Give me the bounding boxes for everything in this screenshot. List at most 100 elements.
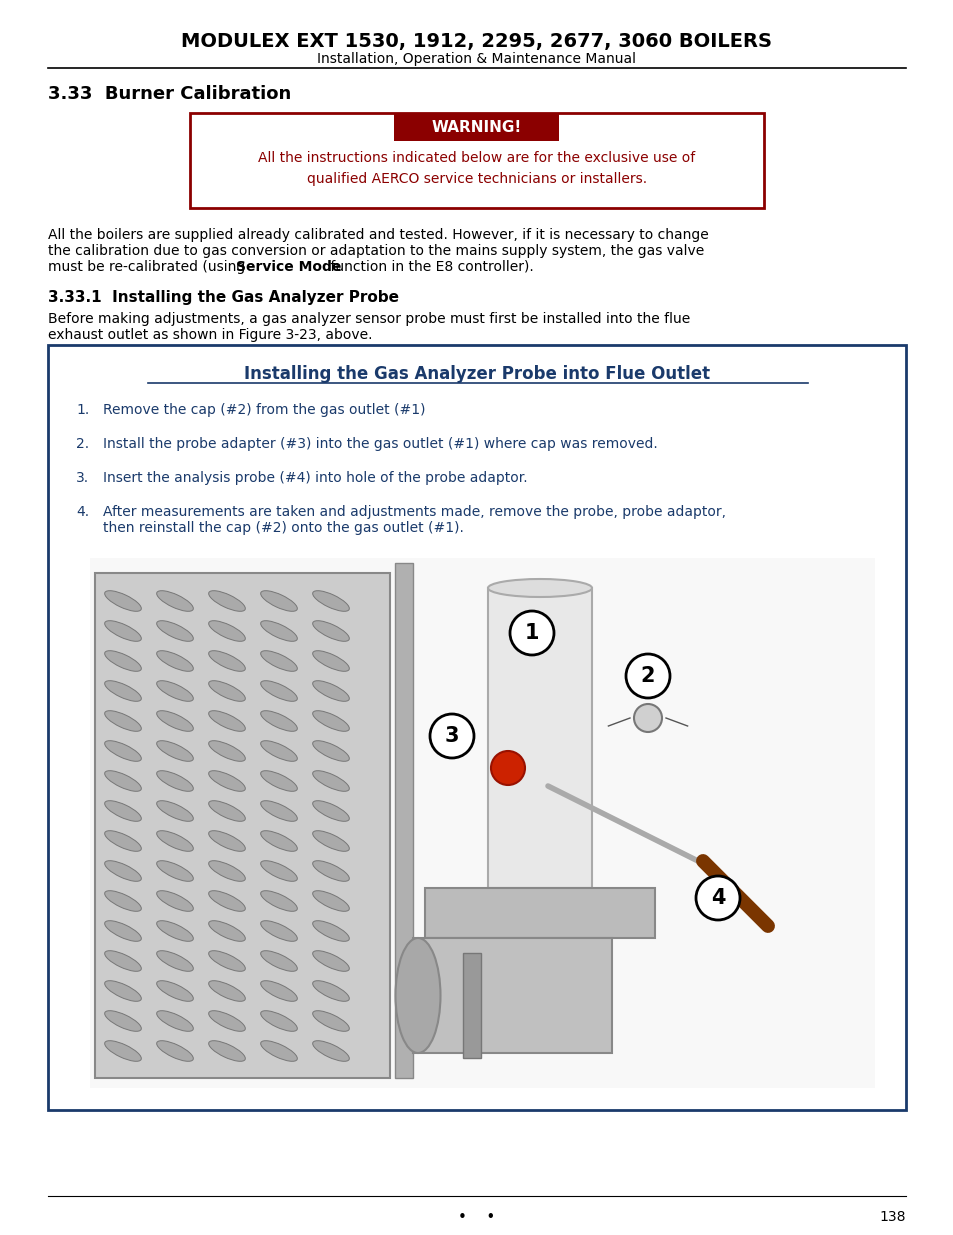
Ellipse shape [209, 861, 245, 882]
Ellipse shape [156, 861, 193, 882]
Ellipse shape [260, 771, 297, 792]
Text: 1: 1 [524, 622, 538, 643]
Ellipse shape [209, 590, 245, 611]
Ellipse shape [260, 680, 297, 701]
Bar [48, 345, 905, 1110]
Ellipse shape [313, 921, 349, 941]
Bar [413, 939, 612, 1053]
Bar [462, 953, 480, 1058]
Ellipse shape [209, 621, 245, 641]
Ellipse shape [488, 579, 592, 597]
Ellipse shape [395, 939, 440, 1053]
Text: Insert the analysis probe (#4) into hole of the probe adaptor.: Insert the analysis probe (#4) into hole… [103, 471, 527, 485]
Ellipse shape [105, 651, 141, 672]
Ellipse shape [313, 951, 349, 971]
Ellipse shape [156, 951, 193, 971]
Ellipse shape [156, 680, 193, 701]
Text: 3.33.1  Installing the Gas Analyzer Probe: 3.33.1 Installing the Gas Analyzer Probe [48, 290, 398, 305]
Ellipse shape [313, 1010, 349, 1031]
Circle shape [430, 714, 474, 758]
Text: 3.33  Burner Calibration: 3.33 Burner Calibration [48, 85, 291, 103]
Ellipse shape [156, 651, 193, 672]
Ellipse shape [260, 1041, 297, 1061]
Ellipse shape [105, 710, 141, 731]
Text: •    •: • • [457, 1210, 496, 1225]
Ellipse shape [313, 651, 349, 672]
Ellipse shape [313, 831, 349, 851]
Ellipse shape [313, 800, 349, 821]
Ellipse shape [313, 981, 349, 1002]
Ellipse shape [105, 680, 141, 701]
Text: Remove the cap (#2) from the gas outlet (#1): Remove the cap (#2) from the gas outlet … [103, 403, 425, 417]
Ellipse shape [313, 1041, 349, 1061]
Ellipse shape [313, 741, 349, 761]
Text: 3.: 3. [76, 471, 89, 485]
Ellipse shape [105, 741, 141, 761]
Text: must be re-calibrated (using: must be re-calibrated (using [48, 261, 250, 274]
Ellipse shape [209, 710, 245, 731]
Ellipse shape [209, 831, 245, 851]
Ellipse shape [209, 890, 245, 911]
Ellipse shape [156, 710, 193, 731]
Ellipse shape [105, 831, 141, 851]
Circle shape [491, 751, 524, 785]
Text: Install the probe adapter (#3) into the gas outlet (#1) where cap was removed.: Install the probe adapter (#3) into the … [103, 437, 657, 451]
Text: the calibration due to gas conversion or adaptation to the mains supply system, : the calibration due to gas conversion or… [48, 245, 703, 258]
Ellipse shape [209, 1010, 245, 1031]
Ellipse shape [156, 741, 193, 761]
Ellipse shape [209, 680, 245, 701]
Ellipse shape [260, 1010, 297, 1031]
Circle shape [510, 611, 554, 655]
Text: WARNING!: WARNING! [432, 120, 521, 135]
Bar [95, 573, 390, 1078]
Ellipse shape [156, 921, 193, 941]
Circle shape [625, 655, 669, 698]
Ellipse shape [156, 621, 193, 641]
Ellipse shape [260, 861, 297, 882]
Ellipse shape [156, 1010, 193, 1031]
Ellipse shape [260, 651, 297, 672]
Ellipse shape [260, 800, 297, 821]
Ellipse shape [209, 771, 245, 792]
Ellipse shape [313, 710, 349, 731]
Ellipse shape [156, 771, 193, 792]
Text: 3: 3 [444, 726, 458, 746]
Ellipse shape [313, 771, 349, 792]
Ellipse shape [209, 951, 245, 971]
Text: All the instructions indicated below are for the exclusive use of
qualified AERC: All the instructions indicated below are… [258, 151, 695, 185]
Ellipse shape [313, 621, 349, 641]
Text: 138: 138 [879, 1210, 905, 1224]
Text: After measurements are taken and adjustments made, remove the probe, probe adapt: After measurements are taken and adjustm… [103, 505, 725, 519]
Ellipse shape [260, 831, 297, 851]
Text: Installing the Gas Analyzer Probe into Flue Outlet: Installing the Gas Analyzer Probe into F… [244, 366, 709, 383]
Ellipse shape [313, 590, 349, 611]
Ellipse shape [260, 741, 297, 761]
Text: 4.: 4. [76, 505, 89, 519]
Ellipse shape [105, 921, 141, 941]
Ellipse shape [260, 921, 297, 941]
Ellipse shape [209, 651, 245, 672]
Text: MODULEX EXT 1530, 1912, 2295, 2677, 3060 BOILERS: MODULEX EXT 1530, 1912, 2295, 2677, 3060… [181, 32, 772, 51]
Text: function in the E8 controller).: function in the E8 controller). [326, 261, 533, 274]
Ellipse shape [156, 981, 193, 1002]
Ellipse shape [209, 981, 245, 1002]
Ellipse shape [260, 590, 297, 611]
Bar [395, 112, 558, 141]
Ellipse shape [209, 741, 245, 761]
Circle shape [696, 876, 740, 920]
Ellipse shape [209, 921, 245, 941]
Ellipse shape [156, 590, 193, 611]
Ellipse shape [156, 1041, 193, 1061]
Text: then reinstall the cap (#2) onto the gas outlet (#1).: then reinstall the cap (#2) onto the gas… [103, 521, 463, 535]
Ellipse shape [105, 1041, 141, 1061]
Text: 2.: 2. [76, 437, 89, 451]
Ellipse shape [156, 800, 193, 821]
Text: All the boilers are supplied already calibrated and tested. However, if it is ne: All the boilers are supplied already cal… [48, 228, 708, 242]
Ellipse shape [260, 710, 297, 731]
Ellipse shape [105, 1010, 141, 1031]
Text: 4: 4 [710, 888, 724, 908]
Ellipse shape [105, 951, 141, 971]
Ellipse shape [260, 890, 297, 911]
Ellipse shape [156, 890, 193, 911]
Ellipse shape [313, 890, 349, 911]
